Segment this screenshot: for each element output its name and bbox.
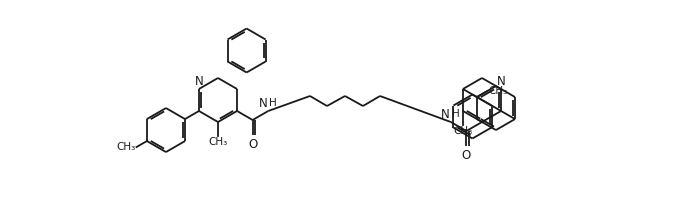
Text: CH₃: CH₃ <box>454 126 473 136</box>
Text: O: O <box>462 149 471 162</box>
Text: N: N <box>258 97 267 110</box>
Text: N: N <box>195 75 203 88</box>
Text: CH₃: CH₃ <box>116 142 136 152</box>
Text: N: N <box>497 75 505 88</box>
Text: CH₃: CH₃ <box>489 86 508 96</box>
Text: H: H <box>270 98 277 108</box>
Text: O: O <box>248 138 258 151</box>
Text: N: N <box>441 108 450 121</box>
Text: H: H <box>452 109 460 119</box>
Text: CH₃: CH₃ <box>209 137 228 147</box>
